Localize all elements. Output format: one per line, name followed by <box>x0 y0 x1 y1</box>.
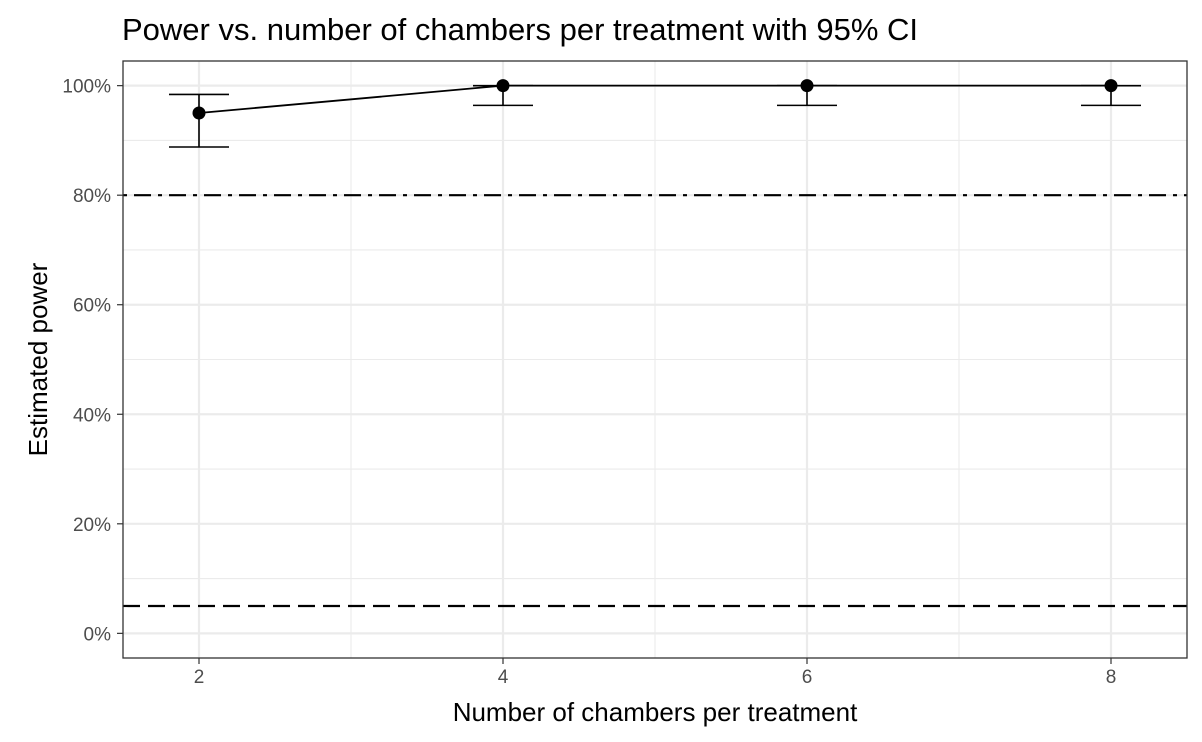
power-line <box>198 84 1111 114</box>
panel-border <box>122 60 1188 659</box>
y-tick-label: 0% <box>84 624 112 645</box>
y-tick-label: 100% <box>62 77 111 98</box>
data-point <box>192 106 206 120</box>
axis-layer: 2 4 6 80%20%40%60%80%100% <box>62 77 1116 688</box>
x-axis-title: Number of chambers per treatment <box>453 697 858 727</box>
x-tick-label: 2 <box>194 667 205 688</box>
data-point <box>1104 79 1118 93</box>
y-axis-title: Estimated power <box>23 262 53 456</box>
y-tick-label: 60% <box>73 296 111 317</box>
chart-title: Power vs. number of chambers per treatme… <box>122 12 918 47</box>
series-layer <box>169 79 1141 148</box>
data-point <box>800 79 814 93</box>
y-tick-label: 40% <box>73 405 111 426</box>
reference-lines <box>123 194 1187 608</box>
x-tick-label: 6 <box>802 667 813 688</box>
grid-layer <box>123 61 1187 658</box>
x-tick-label: 8 <box>1106 667 1117 688</box>
y-tick-label: 20% <box>73 515 111 536</box>
x-tick-label: 4 <box>498 667 509 688</box>
data-point <box>496 79 510 93</box>
y-tick-label: 80% <box>73 186 111 207</box>
